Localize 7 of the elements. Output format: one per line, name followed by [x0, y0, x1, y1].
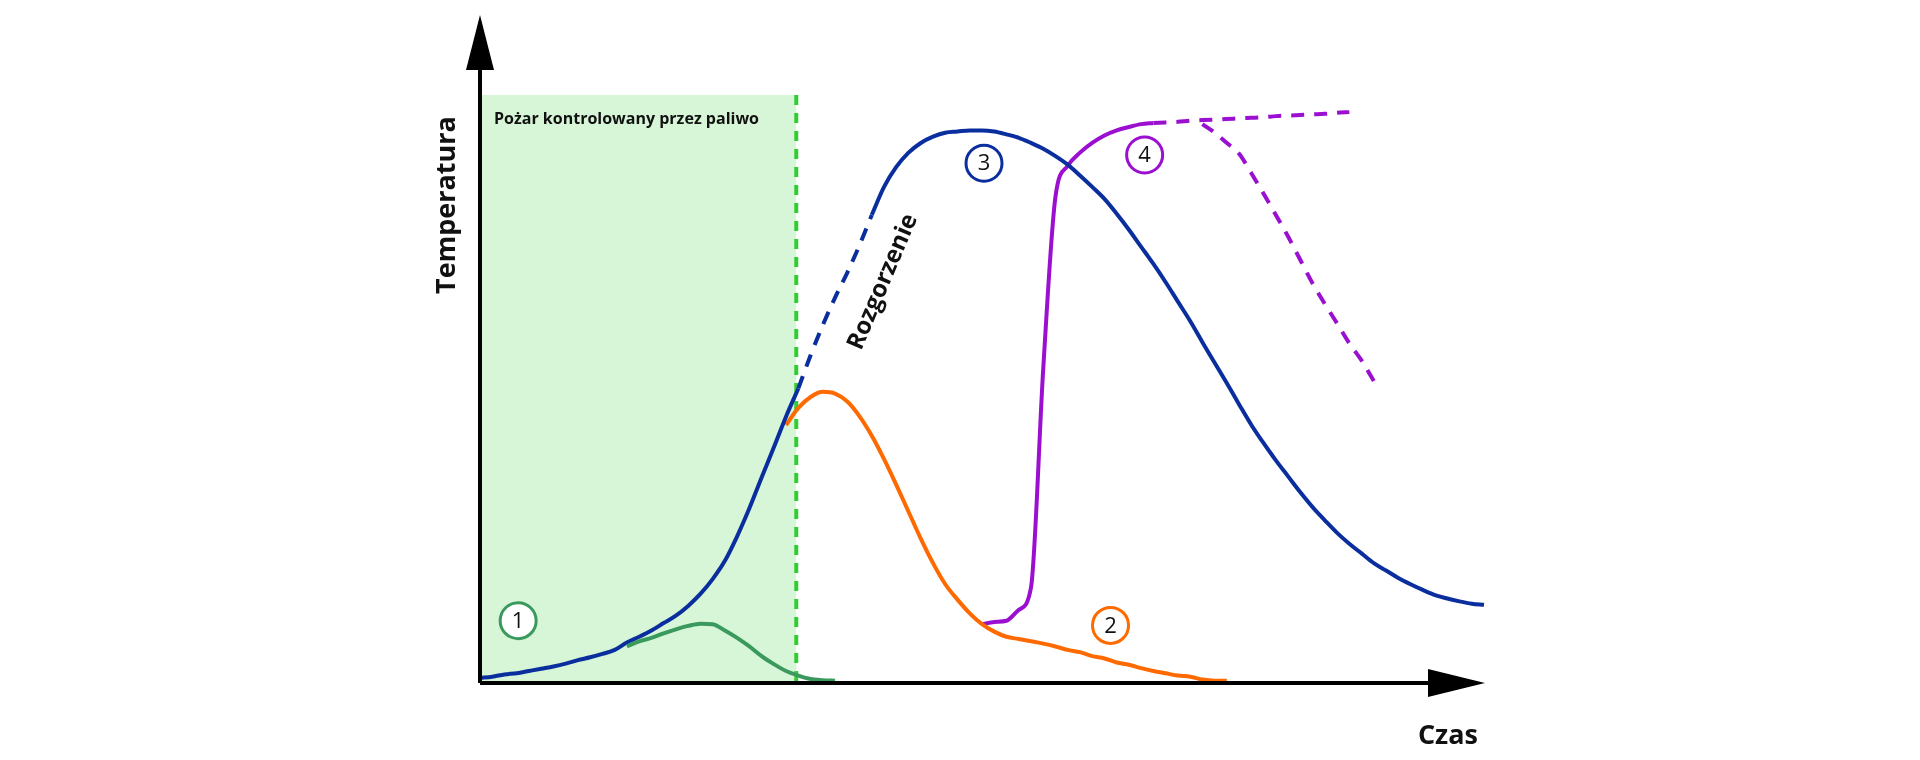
series-label: 4 [1138, 138, 1152, 169]
annotation: Pożar kontrolowany przez paliwo [494, 106, 760, 129]
series-label: 2 [1104, 608, 1117, 639]
text: 1 [511, 603, 525, 634]
x-axis-title: Czas [1417, 714, 1478, 752]
y-axis-title: Temperatura [425, 116, 463, 294]
text: 3 [977, 146, 991, 177]
